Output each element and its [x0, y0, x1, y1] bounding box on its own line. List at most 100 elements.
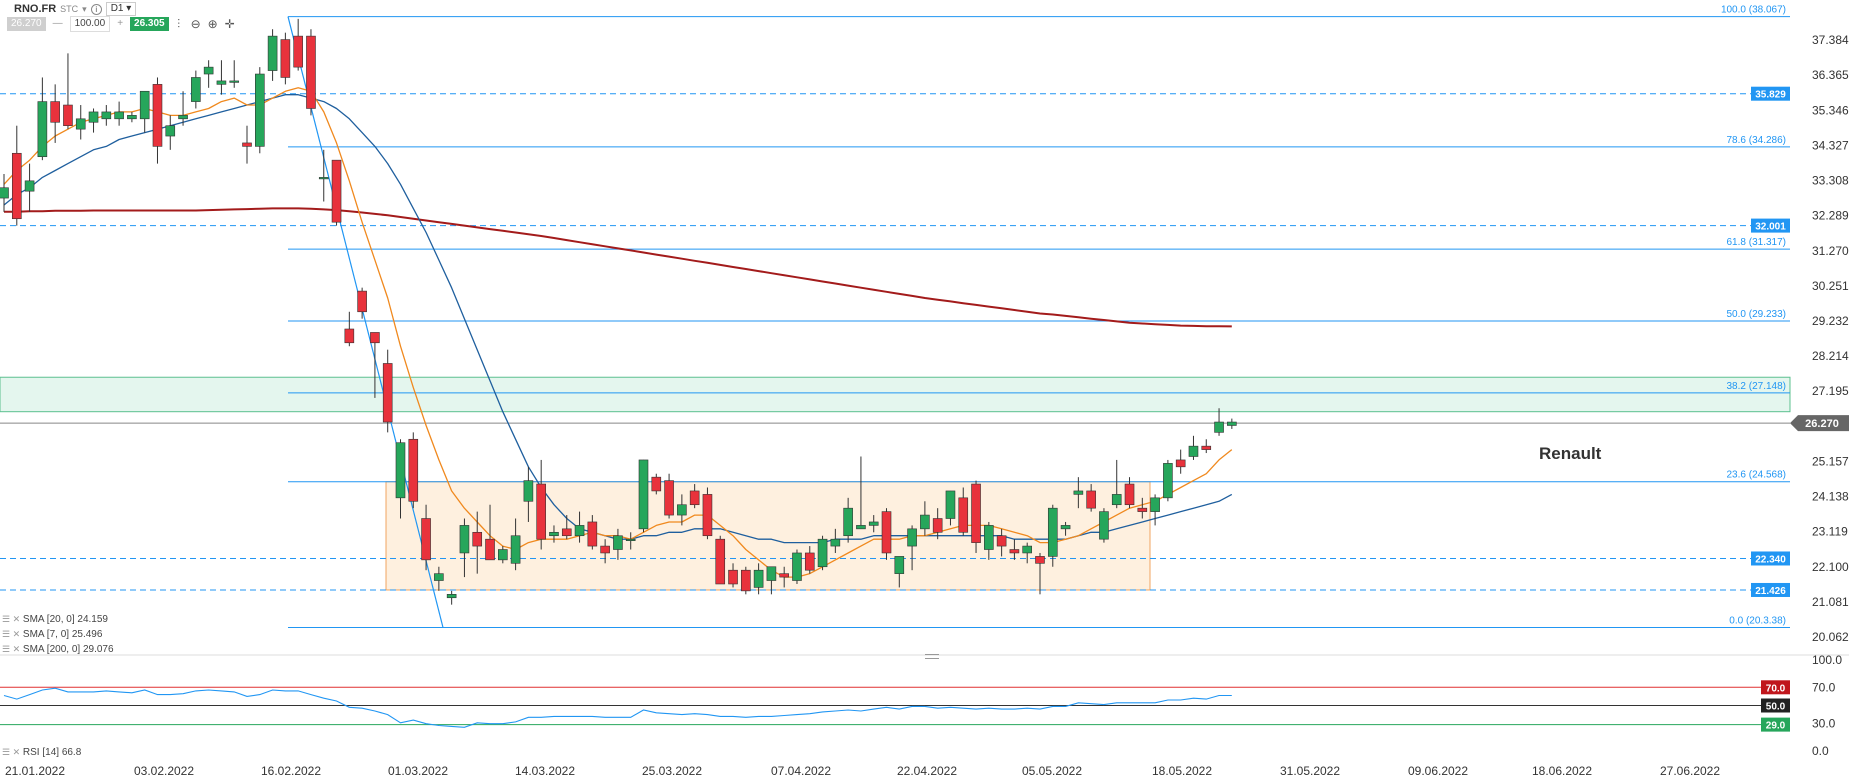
candle	[139, 90, 150, 133]
price-axis-label: 28.214	[1812, 349, 1849, 363]
price-axis-label: 25.157	[1812, 454, 1849, 468]
candle	[613, 528, 623, 560]
rsi-badge-text-50: 50.0	[1766, 702, 1786, 713]
rsi-badge-29	[1761, 717, 1790, 732]
candle	[203, 60, 214, 88]
candle-body	[255, 73, 265, 147]
timeframe-value: D1	[110, 3, 124, 14]
zoom-in-icon[interactable]: ⊕	[207, 17, 218, 31]
candle-body	[101, 111, 112, 120]
candle-body	[1175, 459, 1186, 468]
price-axis-label: 36.365	[1812, 68, 1849, 82]
candle-body	[702, 494, 713, 537]
candle-body	[741, 569, 751, 592]
rsi-axis-label: 70.0	[1812, 680, 1836, 694]
legend-sma20[interactable]: ☰ ✕ SMA [20, 0] 24.159	[2, 614, 108, 625]
candle	[485, 504, 495, 561]
candle-body	[523, 480, 534, 502]
current-price-badge-text: 26.270	[1805, 418, 1839, 430]
candle	[306, 29, 316, 116]
volume-input[interactable]: 100.00	[69, 16, 111, 32]
candle	[165, 115, 176, 150]
ask-price[interactable]: 26.305	[130, 17, 169, 31]
candle-body	[868, 521, 879, 526]
level-badge-21.426	[1751, 582, 1790, 597]
symbol-label[interactable]: RNO.FR	[14, 3, 57, 15]
timeframe-select[interactable]: D1 ▾	[105, 2, 137, 16]
candle-body	[357, 290, 367, 313]
date-axis-label: 21.01.2022	[5, 764, 65, 778]
legend-rsi[interactable]: ☰ ✕ RSI [14] 66.8	[2, 747, 82, 758]
candle	[932, 508, 943, 540]
candle	[1073, 477, 1084, 509]
pane-resize-handle[interactable]	[925, 654, 939, 659]
candle-body	[1227, 421, 1237, 426]
candle-body	[651, 476, 662, 492]
candle-body	[0, 187, 9, 199]
indicators-icon[interactable]: ⫶	[177, 16, 181, 31]
zoom-out-icon[interactable]: ⊖	[190, 17, 201, 31]
market-label: STC	[60, 4, 79, 14]
candle	[75, 105, 86, 140]
candle	[318, 149, 329, 202]
sma20-line	[3, 94, 1233, 544]
candle	[242, 125, 252, 164]
legend-sma200-text: SMA [200, 0] 29.076	[22, 644, 114, 655]
crosshair-icon[interactable]: ✛	[224, 17, 235, 31]
candle	[152, 77, 163, 164]
legend-sma7[interactable]: ☰ ✕ SMA [7, 0] 25.496	[2, 629, 103, 640]
bid-price[interactable]: 26.270	[7, 17, 46, 31]
candle-body	[191, 77, 201, 102]
info-icon[interactable]: i	[90, 3, 102, 15]
candle	[446, 590, 457, 605]
candle-body	[344, 328, 355, 344]
current-price-badge	[1790, 415, 1849, 432]
candle	[255, 67, 265, 154]
candle-body	[50, 101, 60, 123]
candle	[280, 32, 291, 85]
date-axis-label: 01.03.2022	[388, 764, 448, 778]
candle	[37, 77, 48, 161]
candle	[498, 546, 508, 564]
candle	[1124, 477, 1135, 509]
candle	[881, 508, 892, 560]
candle-body	[1214, 421, 1224, 433]
candle-body	[1201, 445, 1212, 450]
price-axis-label: 31.270	[1812, 244, 1849, 258]
candle	[984, 521, 994, 560]
candle-body	[958, 497, 969, 533]
legend-sma200[interactable]: ☰ ✕ SMA [200, 0] 29.076	[2, 644, 114, 655]
candle	[920, 501, 930, 536]
candle	[1175, 449, 1186, 474]
candle	[293, 18, 303, 71]
candle	[24, 163, 35, 212]
candle-body	[843, 507, 853, 537]
date-axis-label: 07.04.2022	[771, 764, 831, 778]
legend-rsi-text: RSI [14] 66.8	[22, 747, 82, 758]
plus-button[interactable]: +	[117, 18, 124, 29]
candle	[766, 566, 777, 595]
market-chevron-icon[interactable]: ▾	[82, 3, 87, 14]
candle	[843, 497, 853, 543]
date-axis-label: 03.02.2022	[134, 764, 194, 778]
candle-body	[75, 118, 86, 130]
candle-body	[881, 511, 892, 554]
candle	[856, 456, 866, 530]
price-axis-label: 21.081	[1812, 595, 1849, 609]
candle	[753, 563, 764, 595]
price-axis-label: 22.100	[1812, 560, 1849, 574]
price-axis-label: 23.119	[1812, 525, 1848, 539]
rsi-axis-label: 0.0	[1812, 744, 1829, 758]
candle-body	[306, 35, 316, 109]
candle-body	[139, 90, 150, 120]
candle-body	[587, 521, 598, 547]
legend-sma20-text: SMA [20, 0] 24.159	[22, 614, 108, 625]
candle	[1227, 418, 1237, 429]
candle	[0, 173, 9, 212]
level-badge-text-21.426: 21.426	[1755, 586, 1786, 597]
minus-button[interactable]: —	[52, 18, 63, 29]
candle-body	[728, 569, 738, 585]
candle-body	[1137, 507, 1148, 512]
candle-body	[1047, 507, 1058, 557]
